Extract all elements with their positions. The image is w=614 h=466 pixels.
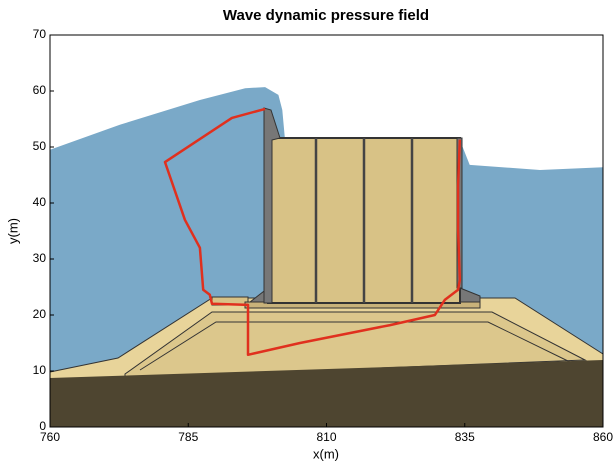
y-tick-label: 20 [33,307,47,321]
x-tick-label: 810 [316,430,336,444]
y-tick-label: 50 [33,139,47,153]
x-tick-label: 860 [593,430,613,444]
y-tick-label: 60 [33,83,47,97]
x-tick-label: 835 [455,430,475,444]
chart-title: Wave dynamic pressure field [223,7,429,24]
y-tick-label: 70 [33,27,47,41]
y-tick-label: 0 [39,419,46,433]
y-tick-label: 10 [33,363,47,377]
y-tick-label: 30 [33,251,47,265]
chart: Wave dynamic pressure field x(m) y(m) 76… [0,0,614,466]
y-tick-label: 40 [33,195,47,209]
x-tick-label: 785 [178,430,198,444]
x-axis-label: x(m) [313,446,339,461]
y-axis-label: y(m) [5,218,20,244]
